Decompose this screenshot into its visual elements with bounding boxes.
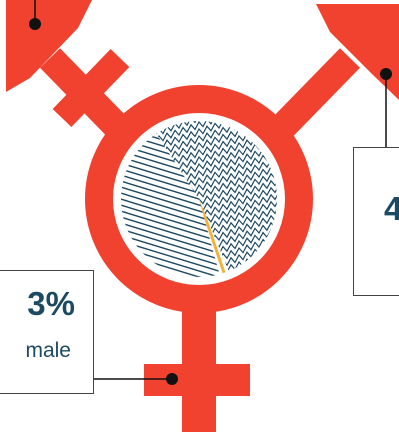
connectors	[29, 0, 392, 385]
callout-female: 3% male	[0, 270, 94, 394]
female-label: male	[25, 339, 71, 362]
female-percentage: 3%	[27, 285, 75, 322]
male-percentage: 4	[384, 190, 399, 227]
upper-left-arrow	[6, 0, 141, 150]
upper-right-arrow	[259, 4, 399, 150]
bottom-cross	[144, 300, 250, 432]
callout-male: 4	[353, 147, 399, 296]
